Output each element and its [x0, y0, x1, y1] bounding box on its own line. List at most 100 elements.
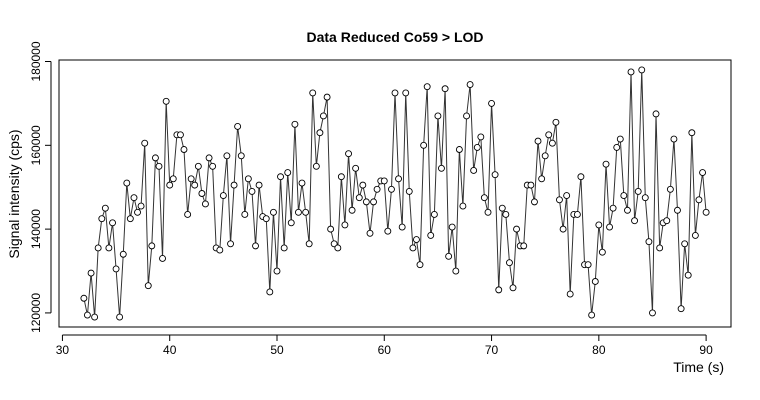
point	[702, 208, 710, 216]
point	[502, 211, 510, 218]
point	[430, 211, 438, 218]
point	[652, 110, 660, 118]
point	[624, 206, 631, 214]
point	[216, 246, 224, 254]
point	[577, 173, 585, 181]
point	[441, 85, 449, 93]
point	[391, 89, 399, 97]
point	[109, 219, 116, 227]
point	[362, 198, 370, 206]
point	[345, 150, 352, 158]
point	[566, 290, 574, 298]
point	[287, 219, 295, 227]
point	[695, 196, 703, 204]
point	[148, 242, 156, 250]
point	[613, 143, 621, 151]
point	[248, 187, 256, 195]
point	[595, 221, 603, 229]
point	[691, 231, 699, 239]
point	[423, 83, 431, 91]
point	[666, 185, 674, 193]
point	[491, 171, 499, 179]
point	[284, 169, 292, 176]
point	[309, 89, 317, 97]
point	[384, 227, 392, 235]
point	[405, 187, 413, 195]
point	[184, 211, 192, 218]
point	[609, 204, 617, 212]
point	[266, 288, 274, 296]
point	[91, 313, 99, 321]
point	[402, 89, 410, 97]
y-axis-label: Signal intensity (cps)	[6, 129, 22, 258]
point	[684, 271, 692, 279]
point	[298, 179, 306, 187]
point	[370, 198, 377, 206]
point	[641, 194, 649, 202]
point	[270, 208, 277, 216]
x-tick-label: 60	[378, 343, 392, 357]
point	[531, 198, 538, 206]
point	[409, 244, 417, 252]
point	[598, 248, 606, 256]
point	[273, 267, 281, 275]
point	[670, 135, 678, 143]
point	[663, 217, 671, 225]
point	[209, 162, 217, 170]
point	[123, 179, 131, 187]
point	[337, 173, 345, 181]
point	[498, 204, 506, 212]
point	[488, 99, 496, 107]
point	[83, 311, 91, 319]
point	[334, 244, 342, 252]
point	[645, 238, 653, 246]
point	[559, 225, 567, 233]
point	[552, 118, 560, 126]
point	[366, 229, 374, 237]
point	[341, 221, 349, 229]
point	[616, 135, 624, 143]
x-tick-label: 40	[163, 343, 177, 357]
y-tick-label: 140000	[29, 209, 43, 249]
point	[477, 133, 485, 141]
point	[438, 164, 445, 172]
point	[448, 223, 456, 231]
point	[176, 131, 184, 139]
point	[541, 152, 549, 160]
point	[545, 131, 553, 139]
point	[388, 185, 395, 193]
point	[327, 225, 335, 233]
point	[227, 240, 234, 248]
point	[87, 269, 95, 277]
point	[466, 81, 474, 89]
point	[534, 137, 542, 145]
point	[420, 141, 428, 149]
point	[255, 181, 263, 189]
point	[230, 181, 238, 189]
point	[105, 244, 113, 252]
point	[291, 120, 299, 128]
point	[688, 129, 696, 137]
point	[649, 309, 656, 317]
point	[137, 202, 145, 210]
point	[194, 162, 202, 170]
point	[656, 244, 664, 252]
point	[155, 162, 163, 170]
point	[234, 123, 242, 130]
point	[584, 261, 592, 269]
point	[674, 206, 681, 214]
point	[323, 93, 331, 101]
point	[252, 242, 259, 250]
point	[280, 244, 288, 252]
x-tick-label: 50	[270, 343, 284, 357]
point	[80, 294, 88, 302]
point	[427, 231, 435, 239]
point	[169, 175, 177, 183]
point	[445, 252, 453, 260]
point	[126, 215, 134, 223]
series-line	[83, 69, 707, 318]
point	[205, 154, 213, 162]
point	[520, 242, 528, 250]
point	[373, 185, 381, 193]
x-tick-label: 70	[485, 343, 499, 357]
